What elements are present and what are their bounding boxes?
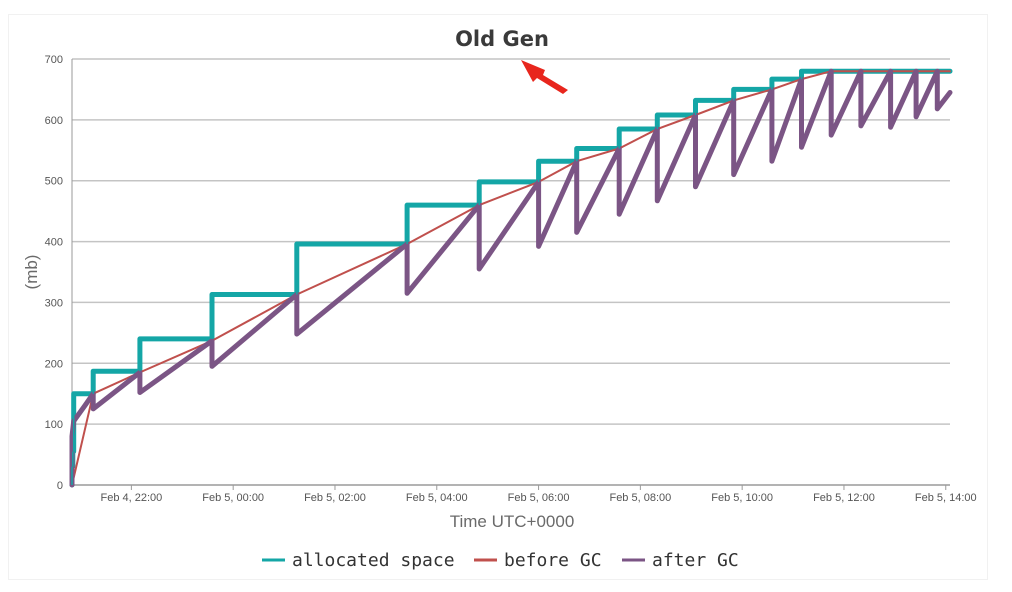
y-tick-label: 200 bbox=[45, 358, 63, 370]
y-tick-label: 0 bbox=[57, 480, 63, 492]
series-line-before-gc bbox=[71, 70, 951, 486]
series-lines bbox=[69, 68, 953, 488]
x-tick-label: Feb 5, 08:00 bbox=[609, 492, 671, 504]
chart-title: Old Gen bbox=[455, 27, 549, 51]
series-line-after-gc bbox=[69, 68, 953, 488]
x-tick-label: Feb 5, 12:00 bbox=[813, 492, 875, 504]
series-line-allocated-space bbox=[69, 68, 953, 488]
legend-label[interactable]: after GC bbox=[652, 550, 739, 571]
y-tick-label: 700 bbox=[45, 54, 63, 66]
y-axis-ticks: 0 100 200 300 400 500 600 700 bbox=[45, 54, 63, 492]
grid-lines bbox=[72, 58, 950, 486]
x-tick-label: Feb 5, 04:00 bbox=[406, 492, 468, 504]
y-tick-label: 600 bbox=[45, 115, 63, 127]
y-tick-label: 100 bbox=[45, 419, 63, 431]
chart-legend: allocated space before GC after GC bbox=[262, 550, 739, 571]
x-tick-label: Feb 5, 02:00 bbox=[304, 492, 366, 504]
y-tick-label: 400 bbox=[45, 237, 63, 249]
y-axis-label: (mb) bbox=[22, 255, 41, 290]
annotation-arrow-icon bbox=[521, 60, 568, 94]
y-tick-label: 500 bbox=[45, 176, 63, 188]
legend-label[interactable]: allocated space bbox=[292, 550, 455, 571]
x-axis-ticks: Feb 4, 22:00 Feb 5, 00:00 Feb 5, 02:00 Feb … bbox=[100, 485, 977, 504]
x-tick-label: Feb 5, 10:00 bbox=[711, 492, 773, 504]
x-axis-label: Time UTC+0000 bbox=[450, 512, 575, 531]
y-tick-label: 300 bbox=[45, 297, 63, 309]
legend-label[interactable]: before GC bbox=[504, 550, 602, 571]
x-tick-label: Feb 4, 22:00 bbox=[100, 492, 162, 504]
x-tick-label: Feb 5, 14:00 bbox=[915, 492, 977, 504]
x-tick-label: Feb 5, 00:00 bbox=[202, 492, 264, 504]
x-tick-label: Feb 5, 06:00 bbox=[508, 492, 570, 504]
